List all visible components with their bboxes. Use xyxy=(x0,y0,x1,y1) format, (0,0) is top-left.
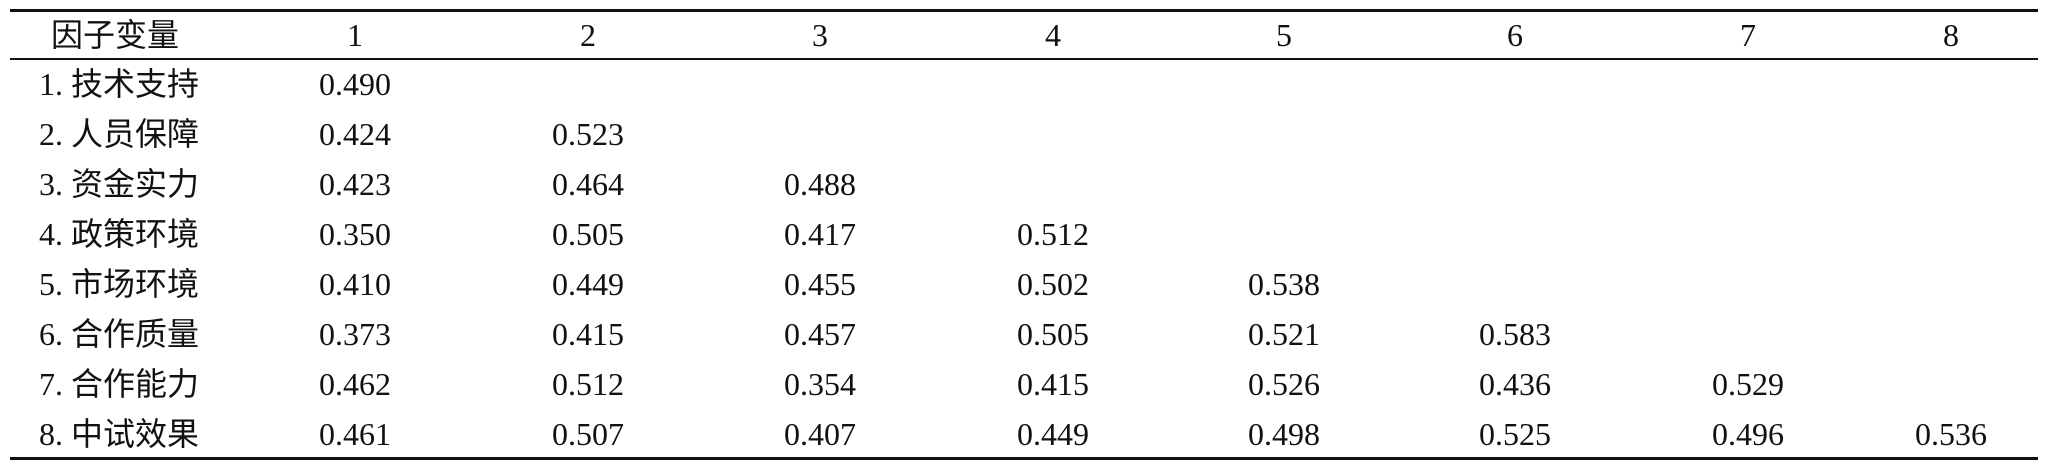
correlation-value: 0.521 xyxy=(1248,316,1320,352)
column-header-7: 7 xyxy=(1740,17,1756,53)
correlation-value: 0.505 xyxy=(552,216,624,252)
correlation-value: 0.373 xyxy=(319,316,391,352)
row-label: 6. 合作质量 xyxy=(39,316,200,352)
bottom-rule xyxy=(10,457,2038,460)
row-label: 2. 人员保障 xyxy=(39,116,200,152)
correlation-value: 0.502 xyxy=(1017,266,1089,302)
correlation-value: 0.449 xyxy=(1017,416,1089,452)
correlation-value: 0.417 xyxy=(784,216,856,252)
correlation-value: 0.354 xyxy=(784,366,856,402)
correlation-value: 0.512 xyxy=(552,366,624,402)
correlation-value: 0.462 xyxy=(319,366,391,402)
correlation-value: 0.523 xyxy=(552,116,624,152)
correlation-value: 0.538 xyxy=(1248,266,1320,302)
correlation-value: 0.449 xyxy=(552,266,624,302)
column-header-2: 2 xyxy=(580,17,596,53)
column-header-8: 8 xyxy=(1943,17,1959,53)
correlation-value: 0.526 xyxy=(1248,366,1320,402)
table-row: 8. 中试效果 0.461 0.507 0.407 0.449 0.498 0.… xyxy=(0,409,2048,459)
column-header-4: 4 xyxy=(1045,17,1061,53)
correlation-value: 0.415 xyxy=(1017,366,1089,402)
table-row: 1. 技术支持 0.490 xyxy=(0,59,2048,109)
correlation-value: 0.457 xyxy=(784,316,856,352)
table-row: 6. 合作质量 0.373 0.415 0.457 0.505 0.521 0.… xyxy=(0,309,2048,359)
correlation-value: 0.407 xyxy=(784,416,856,452)
correlation-value: 0.436 xyxy=(1479,366,1551,402)
table-row: 7. 合作能力 0.462 0.512 0.354 0.415 0.526 0.… xyxy=(0,359,2048,409)
correlation-value: 0.488 xyxy=(784,166,856,202)
correlation-value: 0.505 xyxy=(1017,316,1089,352)
table-row: 3. 资金实力 0.423 0.464 0.488 xyxy=(0,159,2048,209)
correlation-value: 0.350 xyxy=(319,216,391,252)
row-label: 1. 技术支持 xyxy=(39,66,200,102)
column-header-1: 1 xyxy=(347,17,363,53)
correlation-value: 0.498 xyxy=(1248,416,1320,452)
correlation-value: 0.525 xyxy=(1479,416,1551,452)
correlation-value: 0.424 xyxy=(319,116,391,152)
correlation-value: 0.464 xyxy=(552,166,624,202)
correlation-value: 0.415 xyxy=(552,316,624,352)
header-rule xyxy=(10,58,2038,60)
row-label: 7. 合作能力 xyxy=(39,366,200,402)
correlation-value: 0.455 xyxy=(784,266,856,302)
correlation-value: 0.423 xyxy=(319,166,391,202)
correlation-value: 0.496 xyxy=(1712,416,1784,452)
correlation-value: 0.512 xyxy=(1017,216,1089,252)
header-row: 因子变量 1 2 3 4 5 6 7 8 xyxy=(0,12,2048,58)
correlation-value: 0.583 xyxy=(1479,316,1551,352)
column-header-3: 3 xyxy=(812,17,828,53)
column-header-5: 5 xyxy=(1276,17,1292,53)
factor-column-header: 因子变量 xyxy=(50,17,180,53)
correlation-value: 0.461 xyxy=(319,416,391,452)
correlation-value: 0.536 xyxy=(1915,416,1987,452)
table-row: 2. 人员保障 0.424 0.523 xyxy=(0,109,2048,159)
correlation-value: 0.529 xyxy=(1712,366,1784,402)
correlation-value: 0.507 xyxy=(552,416,624,452)
correlation-value: 0.410 xyxy=(319,266,391,302)
top-rule xyxy=(10,9,2038,12)
row-label: 8. 中试效果 xyxy=(39,416,200,452)
table-row: 4. 政策环境 0.350 0.505 0.417 0.512 xyxy=(0,209,2048,259)
correlation-value: 0.490 xyxy=(319,66,391,102)
column-header-6: 6 xyxy=(1507,17,1523,53)
row-label: 4. 政策环境 xyxy=(39,216,200,252)
table-row: 5. 市场环境 0.410 0.449 0.455 0.502 0.538 xyxy=(0,259,2048,309)
row-label: 5. 市场环境 xyxy=(39,266,200,302)
row-label: 3. 资金实力 xyxy=(39,166,200,202)
